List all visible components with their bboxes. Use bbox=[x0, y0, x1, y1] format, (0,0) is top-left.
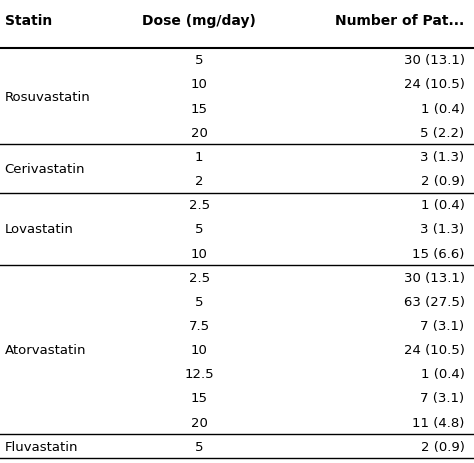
Text: 10: 10 bbox=[191, 247, 208, 260]
Text: 2 (0.9): 2 (0.9) bbox=[420, 175, 465, 188]
Text: 3 (1.3): 3 (1.3) bbox=[420, 150, 465, 163]
Text: 24 (10.5): 24 (10.5) bbox=[404, 78, 465, 91]
Text: 2.5: 2.5 bbox=[189, 199, 210, 212]
Text: 30 (13.1): 30 (13.1) bbox=[403, 54, 465, 67]
Text: 15: 15 bbox=[191, 392, 208, 405]
Text: 1 (0.4): 1 (0.4) bbox=[420, 368, 465, 381]
Text: Number of Pat...: Number of Pat... bbox=[335, 14, 465, 28]
Text: 1: 1 bbox=[195, 150, 203, 163]
Text: 30 (13.1): 30 (13.1) bbox=[403, 271, 465, 284]
Text: 7 (3.1): 7 (3.1) bbox=[420, 319, 465, 332]
Text: 7.5: 7.5 bbox=[189, 319, 210, 332]
Text: Lovastatin: Lovastatin bbox=[5, 223, 73, 236]
Text: 2 (0.9): 2 (0.9) bbox=[420, 440, 465, 453]
Text: 15: 15 bbox=[191, 102, 208, 115]
Text: 15 (6.6): 15 (6.6) bbox=[412, 247, 465, 260]
Text: Cerivastatin: Cerivastatin bbox=[5, 163, 85, 175]
Text: Dose (mg/day): Dose (mg/day) bbox=[142, 14, 256, 28]
Text: 5: 5 bbox=[195, 295, 203, 308]
Text: 20: 20 bbox=[191, 416, 208, 429]
Text: 63 (27.5): 63 (27.5) bbox=[403, 295, 465, 308]
Text: 3 (1.3): 3 (1.3) bbox=[420, 223, 465, 236]
Text: 2: 2 bbox=[195, 175, 203, 188]
Text: 5 (2.2): 5 (2.2) bbox=[420, 126, 465, 139]
Text: Fluvastatin: Fluvastatin bbox=[5, 440, 78, 453]
Text: 2.5: 2.5 bbox=[189, 271, 210, 284]
Text: Atorvastatin: Atorvastatin bbox=[5, 344, 86, 357]
Text: 20: 20 bbox=[191, 126, 208, 139]
Text: Statin: Statin bbox=[5, 14, 52, 28]
Text: 5: 5 bbox=[195, 54, 203, 67]
Text: 10: 10 bbox=[191, 78, 208, 91]
Text: 12.5: 12.5 bbox=[184, 368, 214, 381]
Text: 24 (10.5): 24 (10.5) bbox=[404, 344, 465, 357]
Text: Rosuvastatin: Rosuvastatin bbox=[5, 90, 91, 103]
Text: 5: 5 bbox=[195, 223, 203, 236]
Text: 1 (0.4): 1 (0.4) bbox=[420, 102, 465, 115]
Text: 11 (4.8): 11 (4.8) bbox=[412, 416, 465, 429]
Text: 7 (3.1): 7 (3.1) bbox=[420, 392, 465, 405]
Text: 10: 10 bbox=[191, 344, 208, 357]
Text: 5: 5 bbox=[195, 440, 203, 453]
Text: 1 (0.4): 1 (0.4) bbox=[420, 199, 465, 212]
